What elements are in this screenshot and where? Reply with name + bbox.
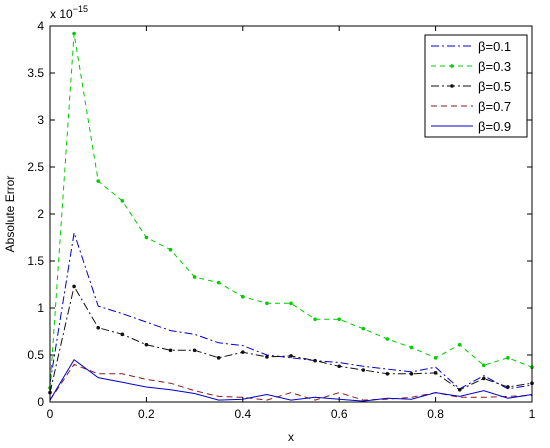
data-point: [433, 356, 438, 360]
y-tick-label: 1: [37, 301, 44, 315]
data-point: [144, 342, 149, 347]
data-point: [96, 179, 100, 183]
data-point: [192, 348, 197, 353]
data-point: [96, 325, 100, 330]
y-tick-label: 0.5: [27, 348, 44, 362]
y-exponent-base: x 10: [50, 7, 73, 21]
data-point: [265, 355, 269, 359]
data-point: [361, 326, 366, 331]
data-point: [482, 376, 486, 381]
y-axis-label: Absolute Error: [3, 176, 17, 253]
y-tick-label: 2: [37, 207, 44, 221]
legend-marker: [450, 64, 454, 68]
y-tick-label: 3: [37, 113, 44, 127]
y-exponent-power: −15: [73, 4, 88, 14]
data-point: [216, 356, 221, 360]
y-tick-label: 2.5: [27, 160, 44, 174]
series-2: [48, 284, 534, 395]
plot-frame: [49, 25, 533, 403]
legend-label: β=0.7: [478, 99, 511, 114]
data-point: [361, 368, 366, 372]
data-point: [120, 332, 125, 337]
legend-label: β=0.3: [478, 59, 511, 74]
data-point: [337, 364, 342, 369]
y-tick-label: 1.5: [27, 254, 44, 268]
ticks-layer: 0 0.2 0.4 0.6 0.8 1 0 0.5 1 1.5 2 2.5 3 3.5 4: [27, 19, 535, 421]
legend-label: β=0.5: [478, 79, 511, 94]
data-point: [192, 275, 197, 279]
data-point: [433, 371, 438, 375]
data-point: [216, 280, 221, 285]
series-line: [49, 232, 533, 390]
legend: β=0.1 β=0.3 β=0.5 β=0.7 β=0.9: [424, 34, 528, 138]
data-point: [482, 363, 486, 368]
data-point: [506, 356, 510, 360]
data-point: [289, 301, 293, 306]
legend-label: β=0.1: [478, 39, 511, 54]
data-point: [313, 317, 317, 322]
series-line: [49, 358, 533, 402]
x-tick-label: 0.2: [138, 407, 155, 421]
x-tick-label: 0.6: [331, 407, 348, 421]
data-point: [168, 348, 173, 353]
x-tick-label: 0.8: [427, 407, 444, 421]
x-tick-label: 0: [47, 407, 54, 421]
data-point: [144, 235, 149, 240]
data-point: [265, 301, 269, 306]
series-layer: [48, 31, 534, 402]
data-point: [72, 284, 76, 289]
legend-box: [424, 34, 528, 138]
legend-label: β=0.9: [478, 119, 511, 134]
data-point: [313, 358, 317, 363]
data-point: [168, 247, 173, 252]
x-tick-label: 1: [529, 407, 536, 421]
data-point: [120, 199, 125, 203]
series-line: [49, 33, 533, 388]
data-point: [241, 294, 245, 299]
legend-marker: [450, 84, 454, 88]
data-point: [385, 337, 390, 341]
y-tick-label: 0: [37, 395, 44, 409]
x-tick-label: 0.4: [234, 407, 251, 421]
data-point: [409, 345, 414, 350]
data-point: [385, 372, 390, 376]
y-tick-label: 3.5: [27, 66, 44, 80]
data-point: [457, 387, 462, 392]
data-point: [72, 31, 76, 36]
y-tick-label: 4: [37, 19, 44, 33]
data-point: [506, 385, 510, 389]
data-point: [337, 317, 342, 322]
data-point: [289, 354, 293, 358]
y-exponent-label: x 10−15: [50, 4, 88, 21]
data-point: [409, 372, 414, 376]
data-point: [457, 342, 462, 347]
x-axis-label: x: [288, 430, 294, 444]
data-point: [241, 350, 245, 354]
